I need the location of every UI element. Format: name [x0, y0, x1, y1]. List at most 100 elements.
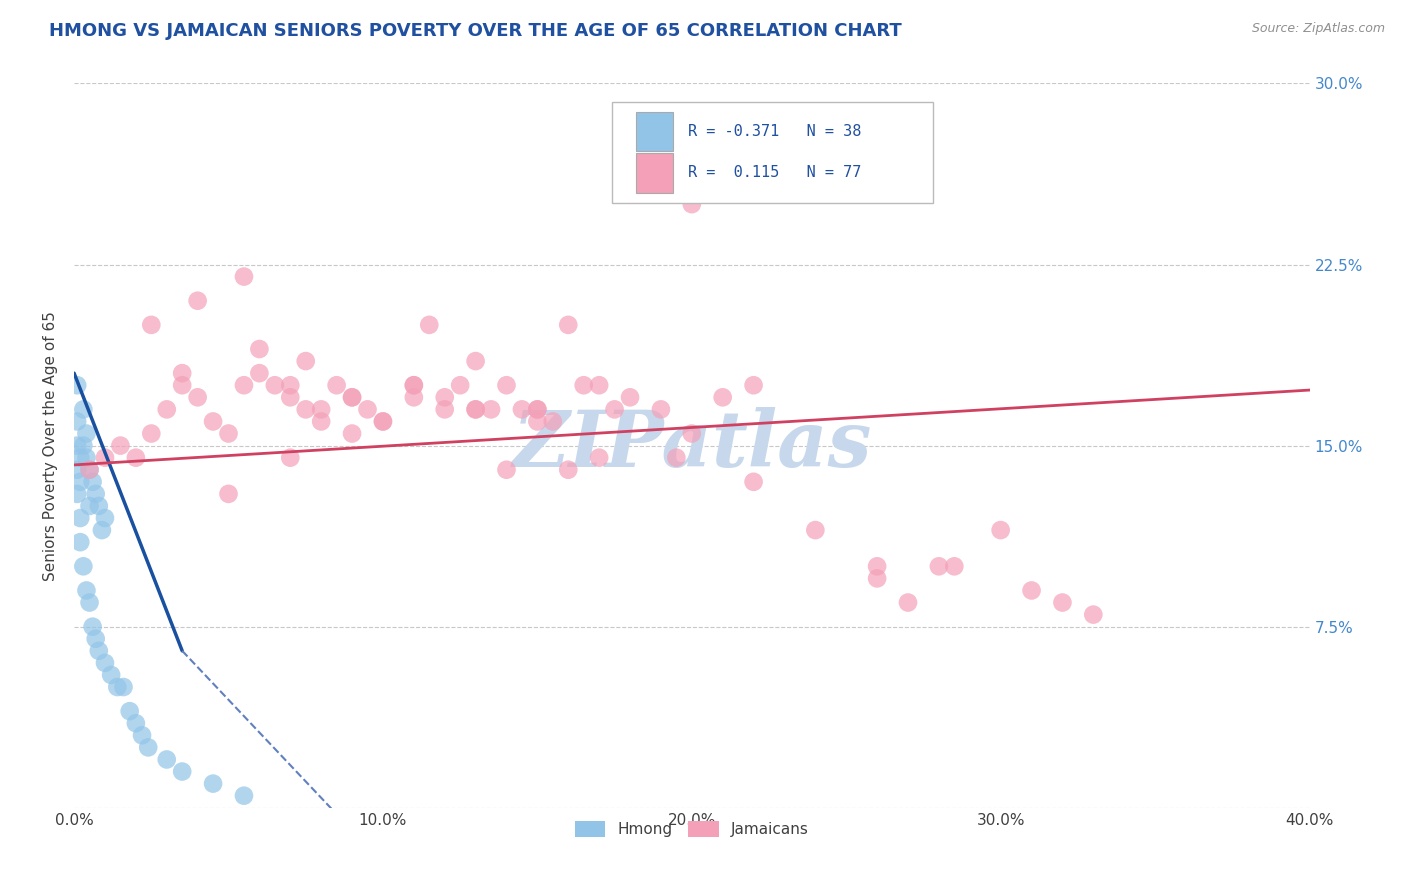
Point [72, 402, 94, 417]
Point [495, 463, 517, 477]
FancyBboxPatch shape [612, 102, 932, 203]
Point [90, 523, 112, 537]
Point [588, 450, 610, 465]
Point [233, 789, 256, 803]
Point [247, 366, 270, 380]
Point [588, 378, 610, 392]
Text: R = -0.371   N = 38: R = -0.371 N = 38 [688, 124, 862, 139]
Text: R =  0.115   N = 77: R = 0.115 N = 77 [688, 165, 862, 180]
Point [866, 559, 889, 574]
Point [603, 402, 626, 417]
Point [172, 366, 194, 380]
Point [325, 378, 347, 392]
Point [79, 499, 101, 513]
Bar [636, 112, 673, 152]
Point [79, 595, 101, 609]
Point [218, 487, 240, 501]
Point [75, 583, 97, 598]
Point [66, 439, 89, 453]
Text: HMONG VS JAMAICAN SENIORS POVERTY OVER THE AGE OF 65 CORRELATION CHART: HMONG VS JAMAICAN SENIORS POVERTY OVER T… [49, 22, 903, 40]
Point [402, 378, 425, 392]
Point [202, 776, 225, 790]
Point [94, 450, 117, 465]
Point [218, 426, 240, 441]
Point [172, 764, 194, 779]
Point [94, 511, 117, 525]
Point [112, 680, 135, 694]
Point [72, 559, 94, 574]
Point [87, 644, 110, 658]
Point [100, 668, 122, 682]
Point [84, 632, 107, 646]
Point [804, 523, 827, 537]
Point [1083, 607, 1105, 622]
Point [110, 439, 132, 453]
Point [79, 463, 101, 477]
Point [402, 378, 425, 392]
Point [619, 390, 641, 404]
Point [340, 390, 363, 404]
Point [69, 475, 91, 489]
Point [247, 342, 270, 356]
Point [835, 112, 858, 127]
Point [187, 390, 209, 404]
Point [69, 511, 91, 525]
Point [943, 559, 966, 574]
Point [278, 378, 301, 392]
Point [172, 378, 194, 392]
Point [202, 414, 225, 428]
Point [69, 450, 91, 465]
Point [125, 716, 148, 731]
Point [233, 378, 256, 392]
Point [263, 378, 285, 392]
Point [82, 475, 104, 489]
Y-axis label: Seniors Poverty Over the Age of 65: Seniors Poverty Over the Age of 65 [44, 310, 58, 581]
Point [990, 523, 1012, 537]
Point [156, 402, 179, 417]
Point [75, 426, 97, 441]
Point [433, 402, 456, 417]
Point [1021, 583, 1043, 598]
Point [557, 463, 579, 477]
Point [66, 463, 89, 477]
Point [233, 269, 256, 284]
Point [681, 197, 703, 211]
Point [464, 354, 486, 368]
Point [187, 293, 209, 308]
Point [294, 354, 316, 368]
Point [541, 414, 564, 428]
Point [84, 487, 107, 501]
Point [371, 414, 394, 428]
Point [1052, 595, 1074, 609]
Point [125, 450, 148, 465]
Point [897, 595, 920, 609]
Point [526, 402, 548, 417]
Point [510, 402, 533, 417]
Point [72, 439, 94, 453]
Point [66, 378, 89, 392]
Point [464, 402, 486, 417]
Point [131, 728, 153, 742]
Point [141, 426, 163, 441]
Point [87, 499, 110, 513]
Point [526, 414, 548, 428]
Point [742, 475, 765, 489]
Text: ZIPatlas: ZIPatlas [512, 408, 872, 483]
Point [928, 559, 950, 574]
Bar [636, 153, 673, 193]
Point [464, 402, 486, 417]
Point [69, 535, 91, 549]
Point [94, 656, 117, 670]
Point [309, 402, 332, 417]
Point [572, 378, 595, 392]
Point [340, 426, 363, 441]
Point [278, 450, 301, 465]
Point [294, 402, 316, 417]
Point [402, 390, 425, 404]
Point [356, 402, 378, 417]
Point [418, 318, 440, 332]
Point [479, 402, 502, 417]
Point [156, 752, 179, 766]
Point [118, 704, 141, 718]
Legend: Hmong, Jamaicans: Hmong, Jamaicans [569, 815, 815, 844]
